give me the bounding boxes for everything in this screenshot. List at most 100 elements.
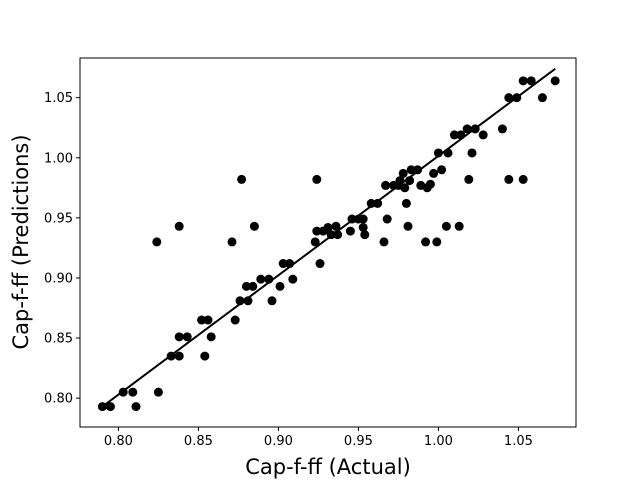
data-point bbox=[326, 230, 336, 240]
y-tick-label: 0.85 bbox=[44, 332, 73, 347]
data-point bbox=[464, 174, 474, 184]
data-point bbox=[395, 176, 405, 186]
x-tick-label: 0.85 bbox=[184, 434, 213, 449]
data-point bbox=[105, 402, 115, 412]
data-point bbox=[379, 237, 389, 247]
data-point bbox=[333, 230, 343, 240]
y-tick-label: 1.05 bbox=[44, 91, 73, 106]
data-point bbox=[405, 176, 415, 186]
data-point bbox=[131, 402, 141, 412]
data-point bbox=[429, 168, 439, 178]
x-tick-label: 0.80 bbox=[104, 434, 133, 449]
x-tick-label: 1.00 bbox=[424, 434, 453, 449]
data-point bbox=[373, 198, 383, 208]
data-point bbox=[358, 214, 368, 224]
data-point bbox=[285, 259, 295, 269]
y-axis-title: Cap-f-ff (Predictions) bbox=[9, 134, 33, 349]
data-point bbox=[467, 148, 477, 158]
data-point bbox=[381, 180, 391, 190]
data-point bbox=[243, 296, 253, 306]
data-point bbox=[288, 274, 298, 284]
data-point bbox=[504, 93, 514, 103]
data-point bbox=[462, 124, 472, 134]
data-point bbox=[267, 296, 277, 306]
data-point bbox=[166, 351, 176, 361]
data-point bbox=[433, 148, 443, 158]
data-point bbox=[432, 237, 442, 247]
y-tick-label: 0.95 bbox=[44, 211, 73, 226]
data-point bbox=[315, 259, 325, 269]
data-point bbox=[312, 226, 322, 236]
x-axis-title: Cap-f-ff (Actual) bbox=[245, 455, 411, 479]
data-point bbox=[235, 296, 245, 306]
data-point bbox=[312, 174, 322, 184]
data-point bbox=[275, 281, 285, 291]
data-point bbox=[403, 221, 413, 231]
data-point bbox=[443, 148, 453, 158]
y-tick-label: 1.00 bbox=[44, 151, 73, 166]
data-point bbox=[206, 332, 216, 342]
data-point bbox=[264, 274, 274, 284]
data-point bbox=[200, 351, 210, 361]
data-point bbox=[347, 214, 357, 224]
data-point bbox=[323, 222, 333, 232]
data-point bbox=[406, 165, 416, 175]
data-point bbox=[241, 281, 251, 291]
data-point bbox=[360, 230, 370, 240]
data-point bbox=[152, 237, 162, 247]
data-point bbox=[449, 130, 459, 140]
data-point bbox=[401, 198, 411, 208]
data-point bbox=[256, 274, 266, 284]
data-point bbox=[227, 237, 237, 247]
data-point bbox=[118, 387, 128, 397]
data-point bbox=[174, 332, 184, 342]
data-point bbox=[128, 387, 138, 397]
data-point bbox=[504, 174, 514, 184]
y-tick-label: 0.90 bbox=[44, 271, 73, 286]
data-point bbox=[230, 315, 240, 325]
points-layer bbox=[97, 76, 560, 412]
data-point bbox=[478, 130, 488, 140]
data-point bbox=[249, 221, 259, 231]
data-point bbox=[497, 124, 507, 134]
x-axis: 0.80 0.85 0.90 0.95 1.00 1.05 bbox=[104, 427, 533, 449]
data-point bbox=[366, 198, 376, 208]
data-point bbox=[470, 124, 480, 134]
data-point bbox=[398, 168, 408, 178]
data-point bbox=[237, 174, 247, 184]
data-point bbox=[174, 221, 184, 231]
data-point bbox=[278, 259, 288, 269]
y-axis: 0.80 0.85 0.90 0.95 1.00 1.05 bbox=[44, 91, 80, 407]
data-point bbox=[441, 221, 451, 231]
data-point bbox=[197, 315, 207, 325]
plot-area bbox=[79, 57, 577, 428]
x-tick-label: 0.95 bbox=[344, 434, 373, 449]
data-point bbox=[382, 214, 392, 224]
data-point bbox=[358, 222, 368, 232]
data-point bbox=[413, 165, 423, 175]
data-point bbox=[518, 76, 528, 86]
data-point bbox=[248, 281, 258, 291]
data-point bbox=[345, 226, 355, 236]
x-tick-label: 1.05 bbox=[504, 434, 533, 449]
data-point bbox=[331, 221, 341, 231]
data-point bbox=[537, 93, 547, 103]
data-point bbox=[518, 174, 528, 184]
data-point bbox=[425, 179, 435, 189]
x-tick-label: 0.90 bbox=[264, 434, 293, 449]
data-point bbox=[437, 165, 447, 175]
data-point bbox=[454, 221, 464, 231]
data-point bbox=[174, 351, 184, 361]
data-point bbox=[400, 183, 410, 193]
data-point bbox=[97, 402, 107, 412]
data-point bbox=[512, 93, 522, 103]
data-point bbox=[550, 76, 560, 86]
data-point bbox=[526, 76, 536, 86]
data-point bbox=[310, 237, 320, 247]
y-tick-label: 0.80 bbox=[44, 392, 73, 407]
data-point bbox=[456, 130, 466, 140]
data-point bbox=[182, 332, 192, 342]
data-point bbox=[421, 237, 431, 247]
data-point bbox=[203, 315, 213, 325]
